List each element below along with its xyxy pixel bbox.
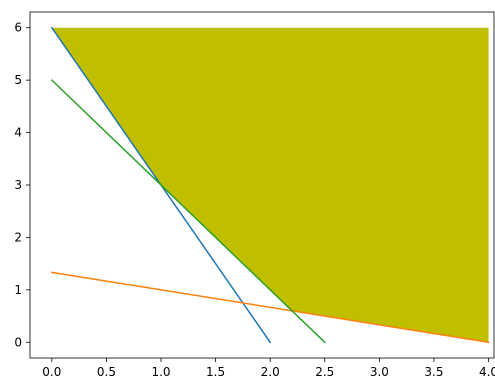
feasible-region [51,27,489,343]
y-tick-label: 0 [14,335,22,349]
x-tick-label: 1.0 [151,365,170,379]
y-tick-label: 5 [14,73,22,87]
series-line-3 [50,79,326,344]
x-tick-label: 1.5 [206,365,225,379]
y-tick-label: 2 [14,230,22,244]
y-tick-label: 6 [14,21,22,35]
x-tick-label: 2.0 [261,365,280,379]
y-tick-label: 1 [14,283,22,297]
x-tick-label: 3.0 [370,365,389,379]
series-line-2 [50,271,490,344]
x-tick-label: 0.0 [42,365,61,379]
plot-area [50,26,490,344]
y-tick-label: 3 [14,178,22,192]
x-tick-label: 0.5 [97,365,116,379]
x-tick-label: 3.5 [424,365,443,379]
axes: 0.0 0.5 1.0 1.5 2.0 2.5 3.0 3.5 4.0 0 1 2 3 4 5 6 [14,11,495,379]
x-tick-label: 2.5 [315,365,334,379]
x-tick-label: 4.0 [479,365,495,379]
y-tick-label: 4 [14,126,22,140]
